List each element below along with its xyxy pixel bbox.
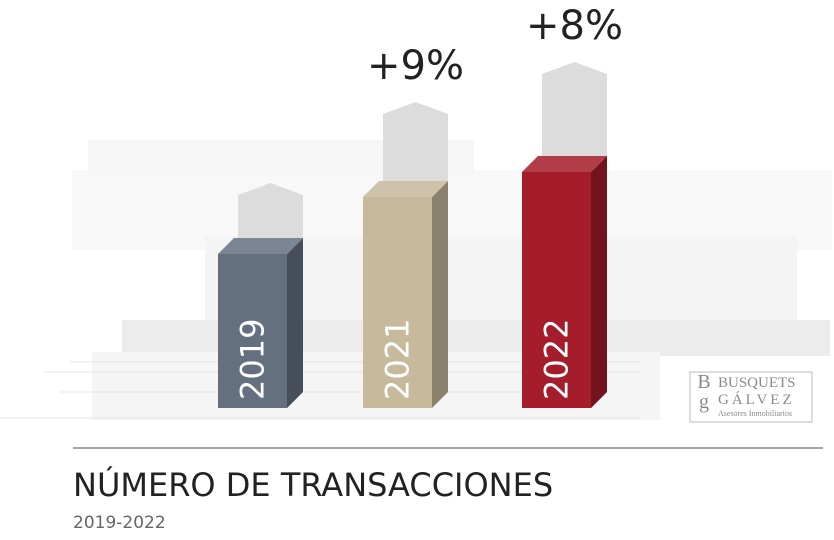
logo-name: BUSQUETS — [718, 375, 796, 391]
bar-side-shade — [591, 156, 607, 408]
bar-top-light — [363, 181, 448, 197]
chart-subtitle: 2019-2022 — [73, 513, 166, 533]
bar — [522, 172, 591, 408]
ghost-arrow — [542, 62, 607, 172]
bar-top — [522, 156, 607, 172]
bar-top — [363, 181, 448, 197]
category-label: 2021 — [379, 319, 417, 400]
bar — [363, 197, 432, 408]
bar-side — [287, 238, 303, 408]
logo-tagline: Asesores Inmobiliarios — [718, 409, 792, 418]
ghost-arrow — [238, 183, 303, 254]
bar-side — [432, 181, 448, 408]
bar-top-light — [522, 156, 607, 172]
logo-frame — [689, 371, 813, 423]
bar — [218, 254, 287, 408]
logo: B g BUSQUETS GÁLVEZ Asesores Inmobiliari… — [689, 371, 813, 423]
chart-title: NÚMERO DE TRANSACCIONES — [73, 465, 553, 504]
logo-initial: B — [697, 371, 710, 393]
bar-side — [591, 156, 607, 408]
category-label: 2019 — [234, 319, 272, 400]
ghost-arrow — [383, 102, 448, 197]
bar-top-light — [218, 238, 303, 254]
growth-label: +9% — [367, 43, 464, 89]
category-label: 2022 — [538, 319, 576, 400]
logo-name: GÁLVEZ — [718, 391, 795, 408]
bar-side-shade — [432, 181, 448, 408]
growth-label: +8% — [526, 3, 623, 49]
bar-side-shade — [287, 238, 303, 408]
logo-initial: g — [699, 391, 709, 413]
bar-top — [218, 238, 303, 254]
bars: 2019 2021 +9% 2022 +8% — [218, 3, 623, 408]
